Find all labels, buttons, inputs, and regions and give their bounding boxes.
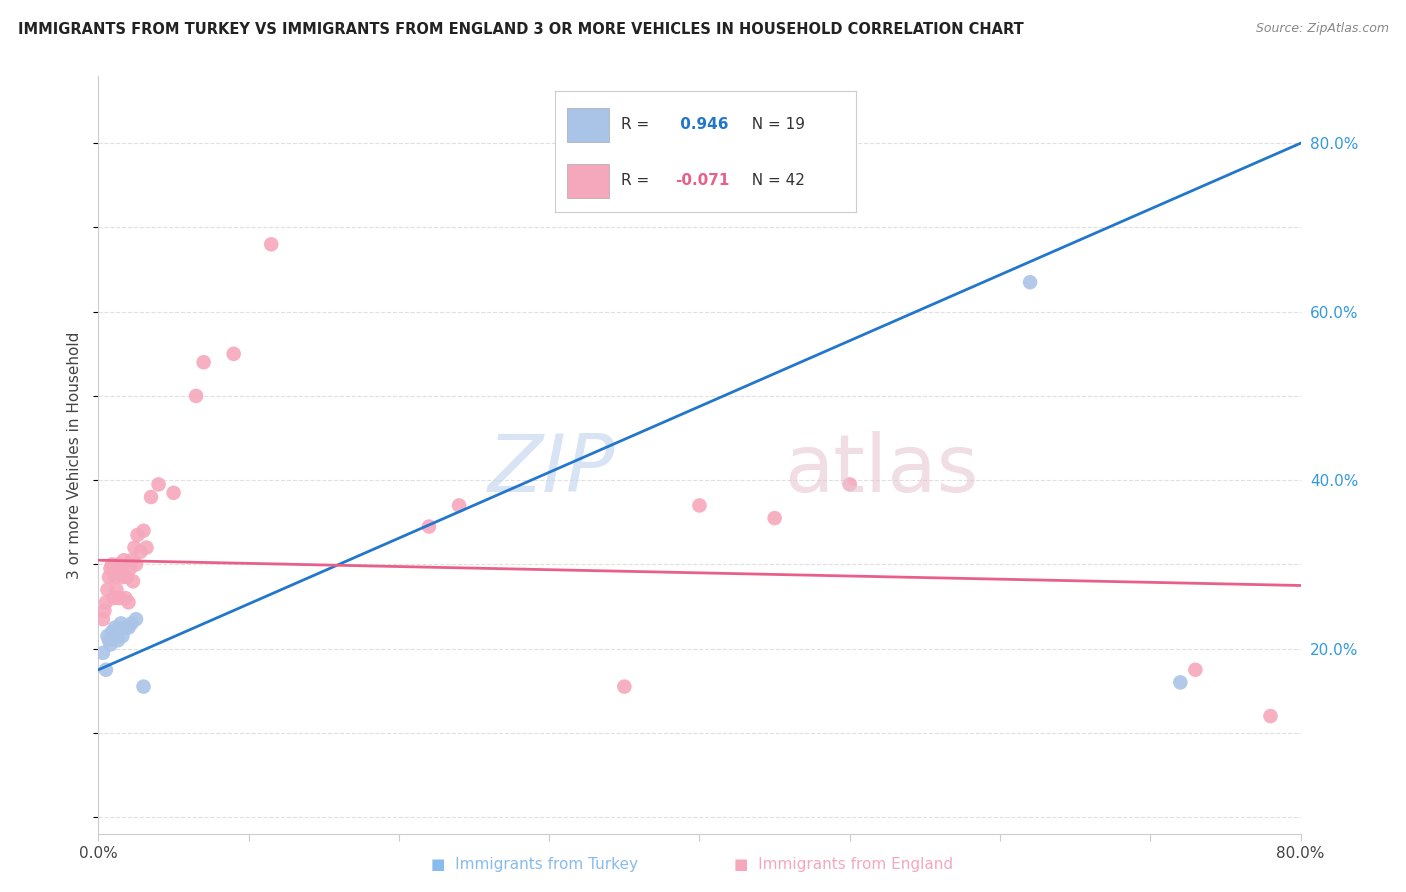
Point (117, 621, 139, 635)
Point (121, 553, 143, 567)
Text: IMMIGRANTS FROM TURKEY VS IMMIGRANTS FROM ENGLAND 3 OR MORE VEHICLES IN HOUSEHOL: IMMIGRANTS FROM TURKEY VS IMMIGRANTS FRO… (18, 22, 1024, 37)
Point (838, 477, 860, 491)
Point (122, 574, 145, 589)
Point (107, 633, 129, 648)
Text: atlas: atlas (783, 431, 979, 509)
Point (193, 355, 215, 369)
Point (108, 591, 131, 606)
Point (100, 637, 122, 651)
Point (1260, 709, 1282, 723)
Point (110, 562, 132, 576)
Text: ■  Immigrants from England: ■ Immigrants from England (734, 857, 953, 872)
Point (148, 477, 170, 491)
Point (1170, 675, 1192, 690)
Point (100, 562, 122, 576)
Point (97, 633, 120, 648)
Point (222, 347, 245, 361)
Point (613, 680, 636, 694)
Point (162, 485, 184, 500)
Point (1019, 275, 1042, 289)
Point (101, 624, 124, 639)
Point (127, 528, 149, 542)
Point (104, 570, 127, 584)
Point (105, 582, 128, 597)
Point (125, 612, 148, 626)
Point (125, 558, 148, 572)
Point (418, 519, 440, 533)
Point (1184, 663, 1206, 677)
Point (688, 499, 710, 513)
Point (117, 595, 139, 609)
Point (132, 680, 155, 694)
Point (93, 604, 115, 618)
Point (114, 621, 136, 635)
Point (112, 553, 135, 567)
Point (103, 591, 125, 606)
Point (104, 621, 127, 635)
Point (447, 499, 470, 513)
Point (139, 490, 162, 504)
Point (97, 570, 120, 584)
Point (91, 646, 114, 660)
Point (118, 562, 141, 576)
Point (135, 541, 157, 555)
Point (107, 558, 129, 572)
Point (105, 629, 128, 643)
Text: Source: ZipAtlas.com: Source: ZipAtlas.com (1256, 22, 1389, 36)
Point (91, 612, 114, 626)
Point (763, 511, 786, 525)
Point (124, 541, 146, 555)
Point (129, 545, 152, 559)
Y-axis label: 3 or more Vehicles in Household: 3 or more Vehicles in Household (67, 331, 83, 579)
Text: ZIP: ZIP (488, 431, 616, 509)
Text: ■  Immigrants from Turkey: ■ Immigrants from Turkey (430, 857, 638, 872)
Point (96, 629, 118, 643)
Point (103, 629, 125, 643)
Point (115, 570, 138, 584)
Point (110, 616, 132, 631)
Point (96, 582, 118, 597)
Point (111, 570, 134, 584)
Point (114, 591, 136, 606)
Point (94, 595, 117, 609)
Point (184, 389, 207, 403)
Point (94, 663, 117, 677)
Point (121, 616, 143, 631)
Point (111, 629, 134, 643)
Point (132, 524, 155, 538)
Point (260, 237, 283, 252)
Point (101, 558, 124, 572)
